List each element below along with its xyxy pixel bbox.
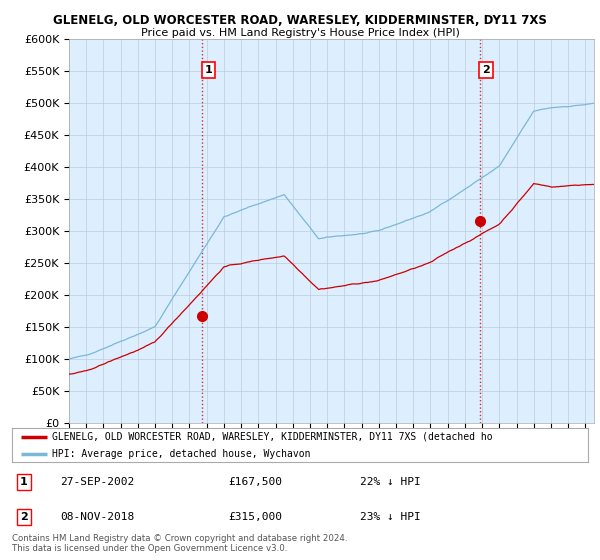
Text: Price paid vs. HM Land Registry's House Price Index (HPI): Price paid vs. HM Land Registry's House … <box>140 28 460 38</box>
Text: 23% ↓ HPI: 23% ↓ HPI <box>360 512 421 522</box>
Text: 27-SEP-2002: 27-SEP-2002 <box>60 477 134 487</box>
Text: 1: 1 <box>20 477 28 487</box>
Text: GLENELG, OLD WORCESTER ROAD, WARESLEY, KIDDERMINSTER, DY11 7XS (detached ho: GLENELG, OLD WORCESTER ROAD, WARESLEY, K… <box>52 432 493 442</box>
Text: HPI: Average price, detached house, Wychavon: HPI: Average price, detached house, Wych… <box>52 449 311 459</box>
Text: 1: 1 <box>205 65 212 75</box>
Text: 08-NOV-2018: 08-NOV-2018 <box>60 512 134 522</box>
Text: £315,000: £315,000 <box>228 512 282 522</box>
Text: 22% ↓ HPI: 22% ↓ HPI <box>360 477 421 487</box>
Text: £167,500: £167,500 <box>228 477 282 487</box>
Text: 2: 2 <box>20 512 28 522</box>
Text: Contains HM Land Registry data © Crown copyright and database right 2024.
This d: Contains HM Land Registry data © Crown c… <box>12 534 347 553</box>
Text: 2: 2 <box>482 65 490 75</box>
Text: GLENELG, OLD WORCESTER ROAD, WARESLEY, KIDDERMINSTER, DY11 7XS: GLENELG, OLD WORCESTER ROAD, WARESLEY, K… <box>53 14 547 27</box>
